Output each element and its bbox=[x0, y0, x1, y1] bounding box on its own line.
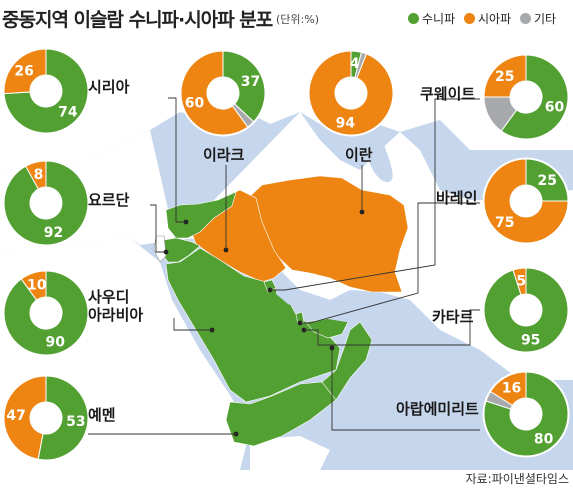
leader-lines bbox=[88, 97, 480, 435]
value-label-saudi-sunni: 90 bbox=[46, 335, 66, 351]
slice-yemen-sunni bbox=[37, 375, 89, 461]
legend-shia: 시아파 bbox=[464, 10, 511, 27]
country-name-bahrain: 바레인 bbox=[436, 189, 477, 207]
slice-jordan-sunni bbox=[3, 160, 89, 246]
slice-saudi-shia bbox=[20, 270, 47, 301]
value-label-qatar-sunni: 95 bbox=[521, 333, 540, 349]
slice-qatar-sunni bbox=[483, 267, 569, 353]
country-name-yemen: 예멘 bbox=[88, 406, 116, 424]
value-label-iran-sunni: 4 bbox=[350, 56, 360, 72]
donut-uae: 80 16 아랍에미리트 bbox=[396, 370, 570, 458]
donut-yemen: 53 47 예멘 bbox=[2, 374, 116, 462]
country-name-saudi-0: 사우디 bbox=[88, 288, 129, 306]
donut-syria: 74 26 시리아 bbox=[2, 47, 130, 135]
slice-syria-shia bbox=[3, 48, 47, 95]
value-label-uae-shia: 16 bbox=[502, 381, 521, 397]
country-name-jordan: 요르단 bbox=[88, 191, 130, 209]
leader-saudi bbox=[173, 318, 212, 331]
value-label-iran-shia: 94 bbox=[336, 115, 356, 131]
slice-iran-shia bbox=[308, 50, 394, 136]
leader-syria bbox=[168, 97, 186, 223]
legend-sunni-swatch bbox=[408, 13, 419, 24]
value-label-bahrain-shia: 75 bbox=[495, 215, 514, 231]
country-name-kuwait: 쿠웨이트 bbox=[420, 85, 475, 103]
slice-kuwait-shia bbox=[483, 54, 527, 98]
donut-qatar: 95 5 카타르 bbox=[432, 266, 570, 354]
legend-sunni-label: 수니파 bbox=[422, 12, 456, 26]
slice-uae-shia bbox=[489, 371, 527, 407]
country-name-iran: 이란 bbox=[345, 146, 373, 164]
value-label-iraq-sunni: 37 bbox=[241, 74, 260, 90]
slice-kuwait-sunni bbox=[500, 54, 569, 140]
value-label-jordan-sunni: 92 bbox=[44, 225, 63, 241]
land-horn bbox=[250, 436, 330, 470]
value-label-uae-sunni: 80 bbox=[534, 431, 554, 447]
legend-other-swatch bbox=[520, 13, 531, 24]
value-label-kuwait-sunni: 60 bbox=[545, 99, 565, 115]
value-label-kuwait-shia: 25 bbox=[495, 69, 514, 85]
value-label-bahrain-sunni: 25 bbox=[537, 173, 556, 189]
value-label-yemen-sunni: 53 bbox=[66, 414, 85, 430]
slice-saudi-sunni bbox=[3, 270, 89, 356]
slice-qatar-shia bbox=[512, 267, 527, 296]
donut-iraq: 37 60 이라크 bbox=[179, 49, 267, 164]
value-label-saudi-shia: 10 bbox=[27, 277, 47, 293]
slice-iraq-shia bbox=[180, 50, 249, 136]
legend-shia-label: 시아파 bbox=[478, 12, 512, 26]
leader-jordan bbox=[150, 204, 166, 253]
donut-bahrain: 25 75 바레인 bbox=[436, 157, 570, 245]
legend-other-label: 기타 bbox=[534, 12, 557, 26]
donut-jordan: 92 8 요르단 bbox=[2, 159, 130, 247]
yemen-shape bbox=[225, 381, 337, 447]
country-name-uae: 아랍에미리트 bbox=[396, 400, 479, 418]
legend-other: 기타 bbox=[520, 10, 556, 27]
value-label-jordan-shia: 8 bbox=[34, 167, 44, 183]
legend-shia-swatch bbox=[464, 13, 475, 24]
leader-uae bbox=[331, 348, 480, 431]
value-label-yemen-shia: 47 bbox=[6, 408, 25, 424]
leader-bahrain bbox=[300, 202, 480, 324]
slice-syria-sunni bbox=[3, 48, 89, 134]
value-label-qatar-shia: 5 bbox=[516, 273, 526, 289]
source-note: 자료:파이낸셜타임스 bbox=[465, 472, 569, 486]
legend-sunni: 수니파 bbox=[408, 10, 455, 27]
slice-iraq-sunni bbox=[222, 50, 266, 123]
country-name-iraq: 이라크 bbox=[203, 146, 245, 164]
slice-bahrain-sunni bbox=[525, 158, 569, 202]
leader-kuwait bbox=[270, 98, 480, 291]
oman-shape bbox=[321, 321, 373, 401]
slice-jordan-shia bbox=[25, 160, 47, 190]
donut-kuwait: 60 25 쿠웨이트 bbox=[420, 53, 570, 141]
persian-gulf bbox=[276, 284, 360, 322]
unit-label: (단위:%) bbox=[276, 13, 319, 26]
land-north bbox=[0, 30, 573, 170]
value-label-syria-sunni: 74 bbox=[58, 105, 78, 121]
country-name-syria: 시리아 bbox=[88, 78, 130, 96]
value-label-iraq-shia: 60 bbox=[185, 95, 205, 111]
israel-shape bbox=[153, 235, 167, 263]
slice-uae-sunni bbox=[483, 371, 569, 457]
qatar-shape bbox=[295, 311, 305, 325]
slice-bahrain-shia bbox=[483, 158, 569, 244]
leader-qatar bbox=[304, 309, 480, 346]
country-name-qatar: 카타르 bbox=[432, 308, 474, 326]
country-name-saudi-1: 아라비아 bbox=[88, 306, 143, 324]
page-title: 중동지역 이슬람 수니파·시아파 분포 bbox=[2, 9, 273, 31]
slice-yemen-shia bbox=[3, 375, 47, 460]
saudi-shape bbox=[165, 247, 341, 403]
value-label-syria-shia: 26 bbox=[14, 63, 33, 79]
syria-shape bbox=[165, 191, 237, 239]
donut-iran: 4 94 이란 bbox=[307, 49, 395, 164]
title-bar: 중동지역 이슬람 수니파·시아파 분포 (단위:%) 수니파 시아파 기타 bbox=[0, 0, 573, 34]
